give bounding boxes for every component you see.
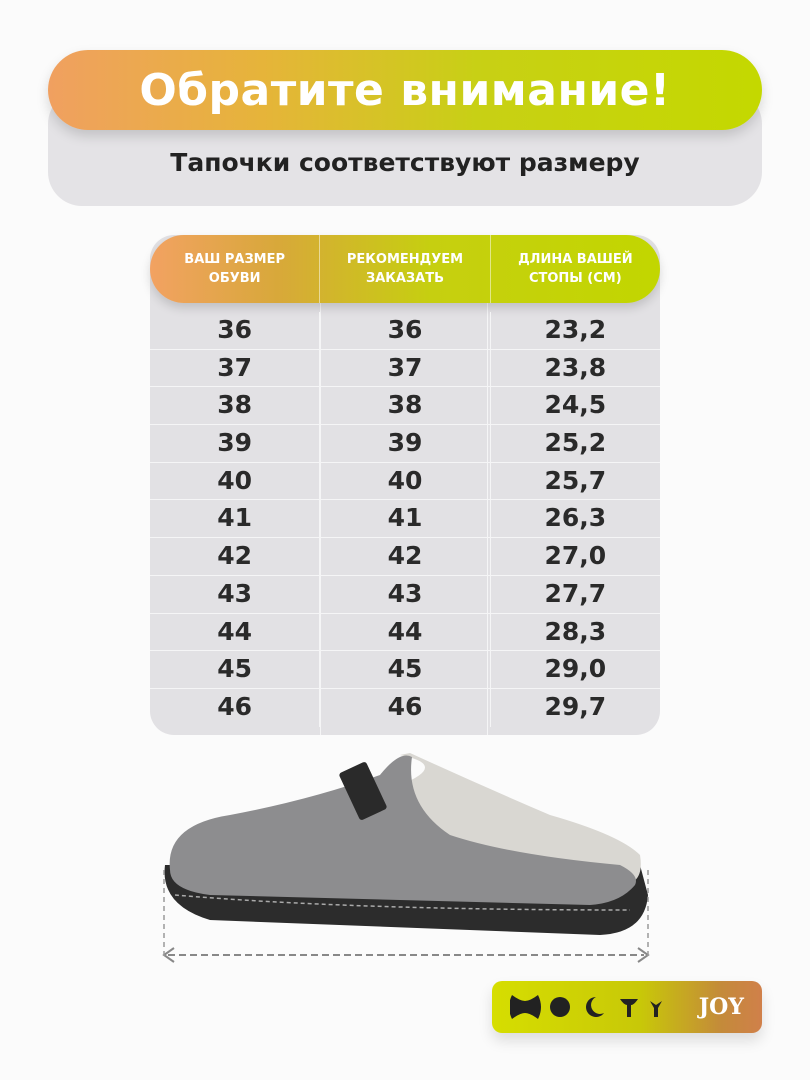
foot-length-cell: 24,5 [489, 387, 660, 425]
recommended-size-cell: 43 [319, 575, 489, 613]
size-table-header: ВАШ РАЗМЕР ОБУВИ РЕКОМЕНДУЕМ ЗАКАЗАТЬ ДЛ… [150, 235, 660, 303]
table-row: 41 41 26,3 [150, 500, 660, 539]
recommended-size-cell: 38 [319, 387, 489, 425]
column-header-shoe-size: ВАШ РАЗМЕР ОБУВИ [184, 252, 286, 286]
shoe-size-cell: 40 [217, 465, 253, 495]
brand-logo: JOY [492, 981, 762, 1033]
table-row: 40 40 25,7 [150, 462, 660, 501]
foot-length-cell: 23,2 [489, 312, 660, 349]
shoe-size-cell: 45 [217, 654, 253, 684]
recommended-size-cell: 41 [319, 500, 489, 538]
foot-length-cell: 27,0 [489, 538, 660, 575]
recommended-size-cell: 44 [319, 613, 489, 651]
recommended-size-cell: 37 [319, 349, 489, 387]
brand-logo-text: JOY [698, 994, 744, 1020]
page-title: Обратите внимание! [48, 50, 762, 130]
table-row: 38 38 24,5 [150, 387, 660, 426]
table-row: 46 46 29,7 [150, 688, 660, 727]
table-row: 36 36 23,2 [150, 312, 660, 350]
recommended-size-cell: 46 [319, 688, 489, 727]
table-row: 37 37 23,8 [150, 349, 660, 388]
foot-length-cell: 23,8 [489, 349, 660, 387]
foot-length-cell: 29,0 [489, 651, 660, 688]
column-divider [320, 303, 321, 735]
slipper-image [162, 753, 650, 963]
recommended-size-cell: 42 [319, 538, 489, 575]
column-header-recommended: РЕКОМЕНДУЕМ ЗАКАЗАТЬ [319, 235, 489, 303]
slipper-upper [169, 755, 636, 905]
foot-length-cell: 26,3 [489, 500, 660, 538]
brand-label [339, 762, 387, 820]
table-row: 44 44 28,3 [150, 613, 660, 652]
recommended-size-cell: 40 [319, 462, 489, 500]
table-row: 39 39 25,2 [150, 425, 660, 463]
shoe-size-cell: 36 [217, 315, 253, 344]
foot-length-cell: 29,7 [489, 688, 660, 727]
table-row: 43 43 27,7 [150, 575, 660, 614]
shoe-size-cell: 42 [217, 541, 253, 571]
shoe-size-cell: 38 [217, 390, 253, 420]
shoe-size-cell: 41 [217, 503, 253, 533]
shoe-size-cell: 43 [217, 578, 253, 608]
table-row: 45 45 29,0 [150, 651, 660, 689]
foot-length-cell: 28,3 [489, 613, 660, 651]
column-header-foot-length: ДЛИНА ВАШЕЙ СТОПЫ (СМ) [489, 235, 660, 303]
shoe-size-cell: 37 [217, 352, 253, 382]
foot-length-cell: 27,7 [489, 575, 660, 613]
size-table [150, 235, 660, 735]
column-divider [487, 303, 488, 735]
brand-logo-glyphs [510, 995, 662, 1019]
shoe-size-cell: 39 [217, 428, 253, 458]
size-table-body: 36 36 23,2 37 37 23,8 38 38 24,5 39 39 25,2 40 40 25,7… [150, 312, 660, 727]
shoe-size-cell: 46 [217, 691, 253, 721]
recommended-size-cell: 36 [319, 312, 489, 349]
recommended-size-cell: 45 [319, 651, 489, 688]
foot-length-cell: 25,7 [489, 462, 660, 500]
slipper-stitching [174, 894, 631, 911]
page-subtitle: Тапочки соответствуют размеру [170, 148, 640, 177]
recommended-size-cell: 39 [319, 425, 489, 462]
table-row: 42 42 27,0 [150, 538, 660, 576]
shoe-size-cell: 44 [217, 616, 253, 646]
foot-length-cell: 25,2 [489, 425, 660, 462]
